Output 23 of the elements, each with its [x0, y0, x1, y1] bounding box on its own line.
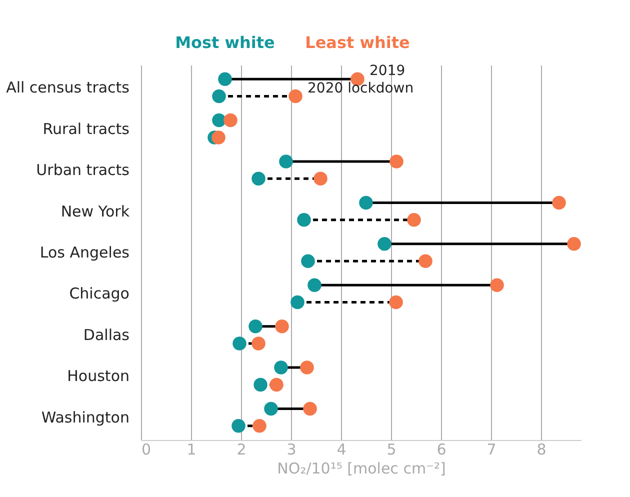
y-tick-label: Urban tracts	[36, 161, 130, 180]
x-tick-label: 6	[436, 440, 446, 458]
x-tick-label: 3	[286, 440, 296, 458]
y-tick-label: New York	[60, 202, 130, 220]
x-tick-label: 5	[386, 440, 396, 458]
x-tick-label: 7	[486, 440, 496, 458]
series-label: Least white	[305, 33, 410, 52]
y-tick-label: Dallas	[83, 326, 130, 344]
x-axis-title: NO₂/10¹⁵ [molec cm⁻²]	[277, 460, 446, 478]
series-label: Most white	[175, 33, 276, 52]
x-tick-label: 8	[536, 440, 546, 458]
y-tick-label: Rural tracts	[42, 120, 130, 138]
x-tick-label: 1	[186, 440, 196, 458]
annotation: 2019	[370, 63, 406, 80]
x-tick-label: 2	[236, 440, 246, 458]
y-tick-label: Houston	[67, 367, 130, 386]
y-tick-label: Washington	[41, 408, 130, 426]
annotation: 2020 lockdown	[308, 80, 414, 96]
y-tick-label: Los Angeles	[40, 244, 130, 262]
y-tick-label: Chicago	[69, 284, 130, 303]
y-tick-label: All census tracts	[6, 78, 130, 97]
x-tick-label: 0	[142, 440, 152, 458]
x-tick-label: 4	[336, 440, 346, 458]
